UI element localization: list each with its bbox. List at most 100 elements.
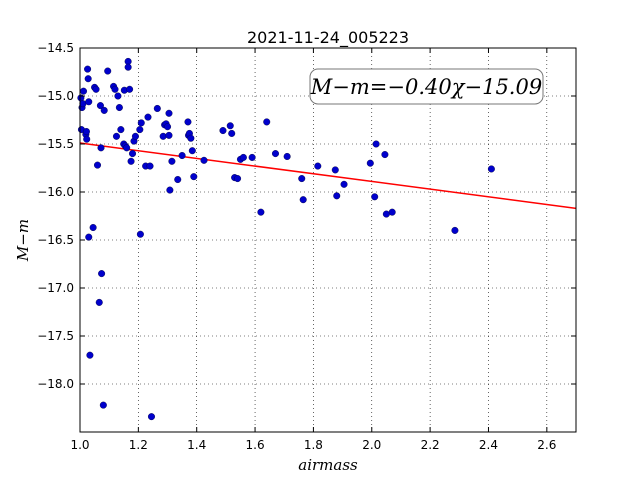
data-point [80,87,88,95]
data-point [124,63,132,71]
y-tick-label: −17.0 [37,281,74,295]
y-tick-label: −14.5 [37,41,74,55]
data-point [200,156,208,164]
data-point [82,128,90,136]
fit-line [79,142,577,210]
data-point [228,129,236,137]
data-point [372,140,380,148]
data-point [226,122,234,130]
data-point [85,233,93,241]
data-point [184,118,192,126]
data-point [283,152,291,160]
chart-title: 2021-11-24_005223 [247,28,409,48]
data-point [382,210,390,218]
data-point [99,401,107,409]
data-point [146,162,154,170]
x-tick-label: 2.6 [537,438,556,452]
data-point [165,109,173,117]
fit-line-layer [79,142,577,210]
fit-annotation: M−m=−0.40χ−15.09 [309,68,544,105]
data-point [100,106,108,114]
data-point [85,98,93,106]
data-point [166,186,174,194]
x-axis-label: airmass [298,456,358,474]
data-point [153,104,161,112]
data-point [487,165,495,173]
y-tick-label: −15.5 [37,137,74,151]
data-point [147,413,155,421]
data-point [83,135,91,143]
data-point [114,92,122,100]
data-point [188,147,196,155]
data-point [117,126,125,134]
data-point [92,85,100,93]
data-point [137,119,145,127]
data-point [84,65,92,73]
y-axis-label: M−m [14,219,32,262]
data-point [127,157,135,165]
data-point [248,153,256,161]
data-point [333,192,341,200]
data-point [79,100,87,108]
x-tick-label: 2.2 [421,438,440,452]
data-point [381,151,389,159]
data-point [257,208,265,216]
data-point [174,176,182,184]
data-point [239,153,247,161]
data-point [388,208,396,216]
x-tick-label: 1.2 [129,438,148,452]
data-point [190,173,198,181]
x-tick-label: 1.8 [304,438,323,452]
data-point [187,134,195,142]
data-point [340,180,348,188]
data-point [298,175,306,183]
data-point [96,102,104,110]
data-point [234,175,242,183]
y-tick-label: −17.5 [37,329,74,343]
data-point [331,166,339,174]
data-point [314,162,322,170]
data-point [94,161,102,169]
data-point [97,144,105,152]
data-point [136,230,144,238]
x-tick-label: 2.0 [362,438,381,452]
data-point [168,157,176,165]
data-point [219,127,227,135]
grid [80,48,576,432]
data-point [159,132,167,140]
axis-ticks: 1.0 1.2 1.4 1.6 1.8 2.0 2.2 2.4 2.6 −14.5 −15.0 −15… [37,41,576,452]
data-point [89,224,97,232]
data-point [371,193,379,201]
data-point [123,144,131,152]
data-point [112,132,120,140]
data-point [165,131,173,139]
data-point [129,150,137,158]
data-point [95,298,103,306]
data-point [104,67,112,75]
data-point [164,123,172,131]
data-point [299,196,307,204]
data-point [84,75,92,83]
data-point [263,118,271,126]
data-point [111,85,119,93]
y-tick-label: −15.0 [37,89,74,103]
x-tick-label: 1.6 [246,438,265,452]
data-point [451,226,459,234]
data-point [86,351,94,359]
data-point [115,104,123,112]
y-tick-label: −16.5 [37,233,74,247]
y-tick-label: −16.0 [37,185,74,199]
annotation-text: M−m=−0.40χ−15.09 [310,75,542,99]
data-point [144,113,152,121]
data-point [366,159,374,167]
data-point [136,126,144,134]
data-point [131,132,139,140]
x-tick-label: 1.4 [187,438,206,452]
annotation-box [309,68,544,105]
y-tick-label: −18.0 [37,377,74,391]
data-point [98,270,106,278]
data-point [126,85,134,93]
data-point [271,150,279,158]
data-point [178,152,186,160]
